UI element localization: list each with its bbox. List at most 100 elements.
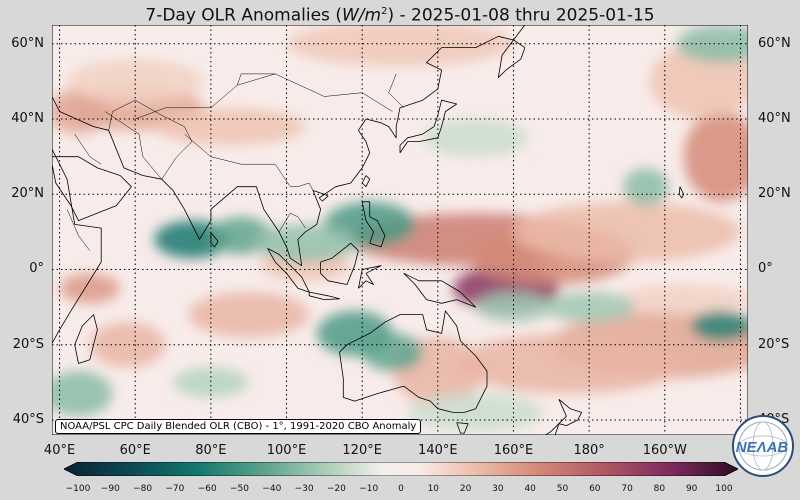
coastline-new-zealand: [544, 398, 582, 435]
coastline-border-11: [388, 73, 404, 108]
colorbar-tick-label: −60: [197, 484, 217, 494]
coastline-border-7: [278, 212, 306, 233]
coastline-border-1: [184, 133, 276, 165]
colorbar-tick-label: 10: [427, 484, 440, 494]
coastline-arabia: [52, 156, 132, 222]
latitude-label: 60°N: [11, 35, 44, 51]
coastline-new-guinea: [403, 272, 477, 308]
coastline-hainan: [318, 193, 329, 202]
anomaly-field: [52, 25, 748, 432]
coastline-kamchatka: [497, 39, 526, 78]
latitude-label: 60°N: [758, 35, 791, 51]
map-title: 7-Day OLR Anomalies (W/m2) - 2025-01-08 …: [145, 5, 655, 26]
colorbar-tick-label: −70: [165, 484, 185, 494]
noaa-lab-logo: NEΛAB: [732, 415, 794, 477]
coastline-philippines: [361, 201, 386, 248]
olr-anomaly-map: [52, 25, 748, 435]
negative-anomaly-region: [422, 119, 529, 157]
coastline-madagascar: [74, 314, 98, 364]
coastline-border-8: [74, 133, 102, 165]
positive-anomaly-region: [154, 107, 306, 146]
positive-anomaly-region: [89, 322, 166, 368]
latitude-label: 40°N: [758, 111, 791, 127]
latitude-label: 20°N: [758, 186, 791, 202]
latitude-label: 40°S: [12, 411, 44, 427]
colorbar-tick-label: −50: [230, 484, 249, 494]
coastline-border-9: [161, 126, 193, 180]
colorbar-tick-label: 60: [589, 484, 601, 494]
colorbar-tick-label: 70: [621, 484, 633, 494]
map-panel: [52, 25, 748, 435]
coastline-tasmania: [456, 422, 469, 434]
svg-text:NEΛAB: NEΛAB: [736, 439, 789, 456]
colorbar-tick-label: 50: [556, 484, 569, 494]
negative-anomaly-region: [676, 25, 748, 63]
coastline-border-3: [104, 111, 162, 180]
latitude-label: 0°: [758, 261, 773, 277]
negative-anomaly-region: [623, 167, 669, 206]
colorbar-tick-label: 30: [492, 484, 504, 494]
coastline-africa: [52, 148, 102, 413]
colorbar-tick-label: −10: [359, 484, 379, 494]
negative-anomaly-region: [362, 333, 423, 372]
positive-anomaly-region: [52, 88, 109, 135]
coastline-border-6: [274, 164, 314, 191]
coastline-hawaii: [678, 186, 685, 199]
negative-anomaly-region: [173, 367, 249, 398]
negative-anomaly-region: [407, 393, 544, 432]
coastline-borneo: [320, 242, 359, 285]
longitude-label: 40°E: [43, 443, 76, 458]
longitude-label: 160°W: [642, 443, 687, 458]
positive-anomaly-region: [683, 111, 748, 202]
coastline-sumatra: [267, 248, 310, 293]
positive-anomaly-region: [615, 284, 748, 315]
colorbar: [64, 462, 738, 476]
positive-anomaly-region: [456, 333, 684, 394]
colorbar-tick-label: −80: [133, 484, 153, 494]
coastline-australia: [339, 310, 488, 413]
longitude-label: 180°: [573, 443, 605, 458]
negative-anomaly-region: [475, 292, 552, 323]
longitude-label: 60°E: [119, 443, 151, 458]
positive-anomaly-region: [59, 273, 121, 304]
colorbar-tick-label: −40: [262, 484, 282, 494]
negative-anomaly-region: [52, 371, 113, 417]
colorbar-gradient: [64, 462, 738, 476]
coastlines: [52, 25, 685, 435]
coastline-border-10: [66, 209, 91, 251]
colorbar-tick-label: 20: [459, 484, 472, 494]
coastline-border-5: [237, 73, 276, 86]
negative-anomaly-region: [691, 310, 748, 341]
colorbar-tick-label: 100: [715, 484, 733, 494]
negative-anomaly-region: [252, 224, 359, 262]
coastline-border-2: [135, 73, 393, 120]
colorbar-tick-label: 40: [524, 484, 536, 494]
longitude-label: 100°E: [266, 443, 307, 458]
colorbar-tick-label: 0: [398, 484, 404, 494]
longitude-label: 140°E: [418, 443, 458, 458]
positive-anomaly-region: [649, 43, 748, 120]
latitude-label: 40°N: [11, 111, 44, 127]
positive-anomaly-region: [513, 201, 741, 262]
coastline-eurasia: [52, 25, 526, 267]
positive-anomaly-region: [67, 58, 204, 104]
negative-anomaly-region: [154, 220, 230, 259]
data-source-note: NOAA/PSL CPC Daily Blended OLR (CBO) - 1…: [55, 419, 422, 434]
latitude-label: 20°S: [758, 336, 790, 352]
coastline-japan: [399, 99, 458, 154]
coastline-taiwan: [361, 175, 371, 188]
colorbar-tick-label: 80: [653, 484, 666, 494]
latitude-label: 0°: [29, 261, 44, 277]
longitude-label: 120°E: [342, 443, 382, 458]
colorbar-tick-label: −20: [326, 484, 346, 494]
positive-anomaly-region: [188, 292, 310, 338]
colorbar-tick-label: −100: [65, 484, 91, 494]
coastline-java: [308, 291, 340, 301]
latitude-label: 20°N: [11, 186, 44, 202]
latitude-label: 20°S: [12, 336, 44, 352]
colorbar-tick-label: −90: [100, 484, 120, 494]
negative-anomaly-region: [543, 292, 635, 323]
longitude-label: 80°E: [195, 443, 227, 458]
colorbar-tick-label: −30: [294, 484, 314, 494]
coastline-sri-lanka: [210, 232, 219, 248]
